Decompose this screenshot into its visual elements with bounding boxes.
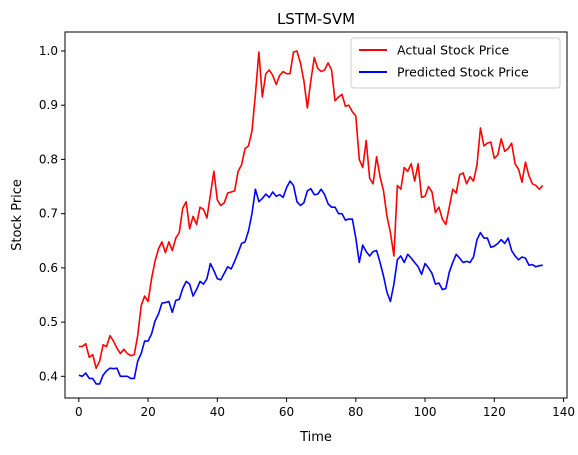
x-tick-label: 120 — [483, 405, 506, 419]
series-line-actual — [78, 50, 544, 369]
y-tick-label: 0.7 — [39, 207, 58, 221]
chart-title: LSTM-SVM — [277, 10, 355, 28]
series-layer — [78, 50, 544, 385]
y-tick-label: 0.5 — [39, 315, 58, 329]
y-axis: 0.4 0.5 0.6 0.7 0.8 0.9 1.0 — [39, 44, 65, 383]
legend-label-predicted: Predicted Stock Price — [397, 65, 529, 80]
y-tick-label: 0.9 — [39, 98, 58, 112]
x-tick-label: 80 — [348, 405, 363, 419]
legend: Actual Stock Price Predicted Stock Price — [350, 37, 561, 89]
plot-area-frame — [64, 31, 568, 399]
x-axis: 0 20 40 60 80 100 120 140 — [75, 398, 575, 419]
series-line-predicted — [78, 180, 543, 385]
y-tick-label: 0.4 — [39, 369, 58, 383]
x-axis-title: Time — [299, 430, 332, 445]
x-tick-label: 20 — [140, 405, 155, 419]
x-tick-label: 60 — [279, 405, 294, 419]
y-tick-label: 0.8 — [39, 152, 58, 166]
legend-label-actual: Actual Stock Price — [397, 43, 510, 58]
y-tick-label: 0.6 — [39, 261, 58, 275]
x-tick-label: 40 — [210, 405, 225, 419]
x-tick-label: 140 — [552, 405, 575, 419]
y-axis-title: Stock Price — [10, 179, 25, 251]
y-tick-label: 1.0 — [39, 44, 58, 58]
x-tick-label: 0 — [75, 405, 83, 419]
x-tick-label: 100 — [414, 405, 437, 419]
legend-box — [350, 37, 561, 89]
